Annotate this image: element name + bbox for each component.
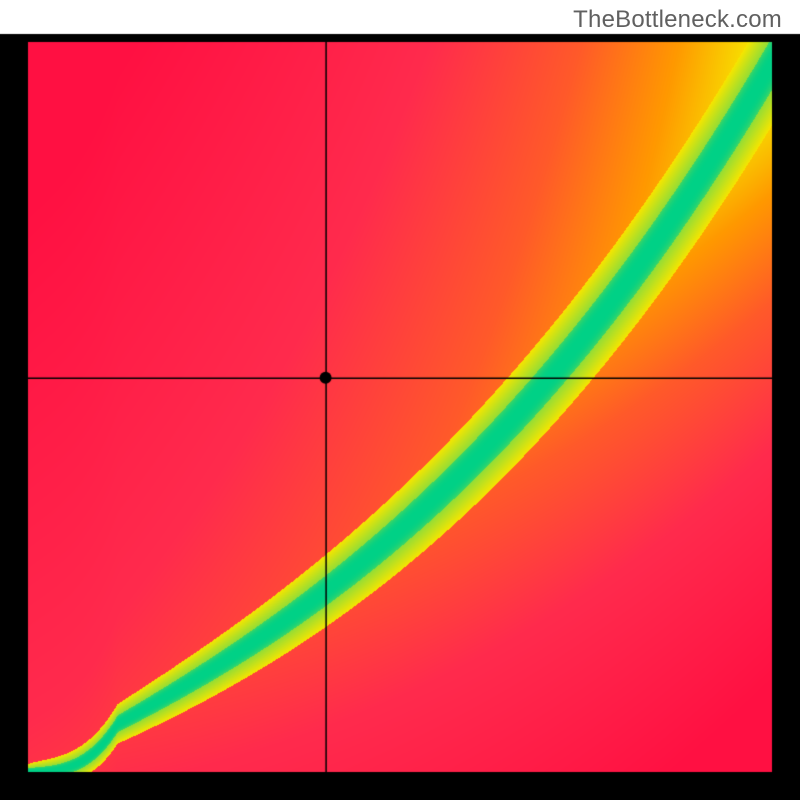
watermark-text: TheBottleneck.com [573, 6, 782, 34]
heatmap-canvas [0, 0, 800, 800]
chart-container: TheBottleneck.com [0, 0, 800, 800]
